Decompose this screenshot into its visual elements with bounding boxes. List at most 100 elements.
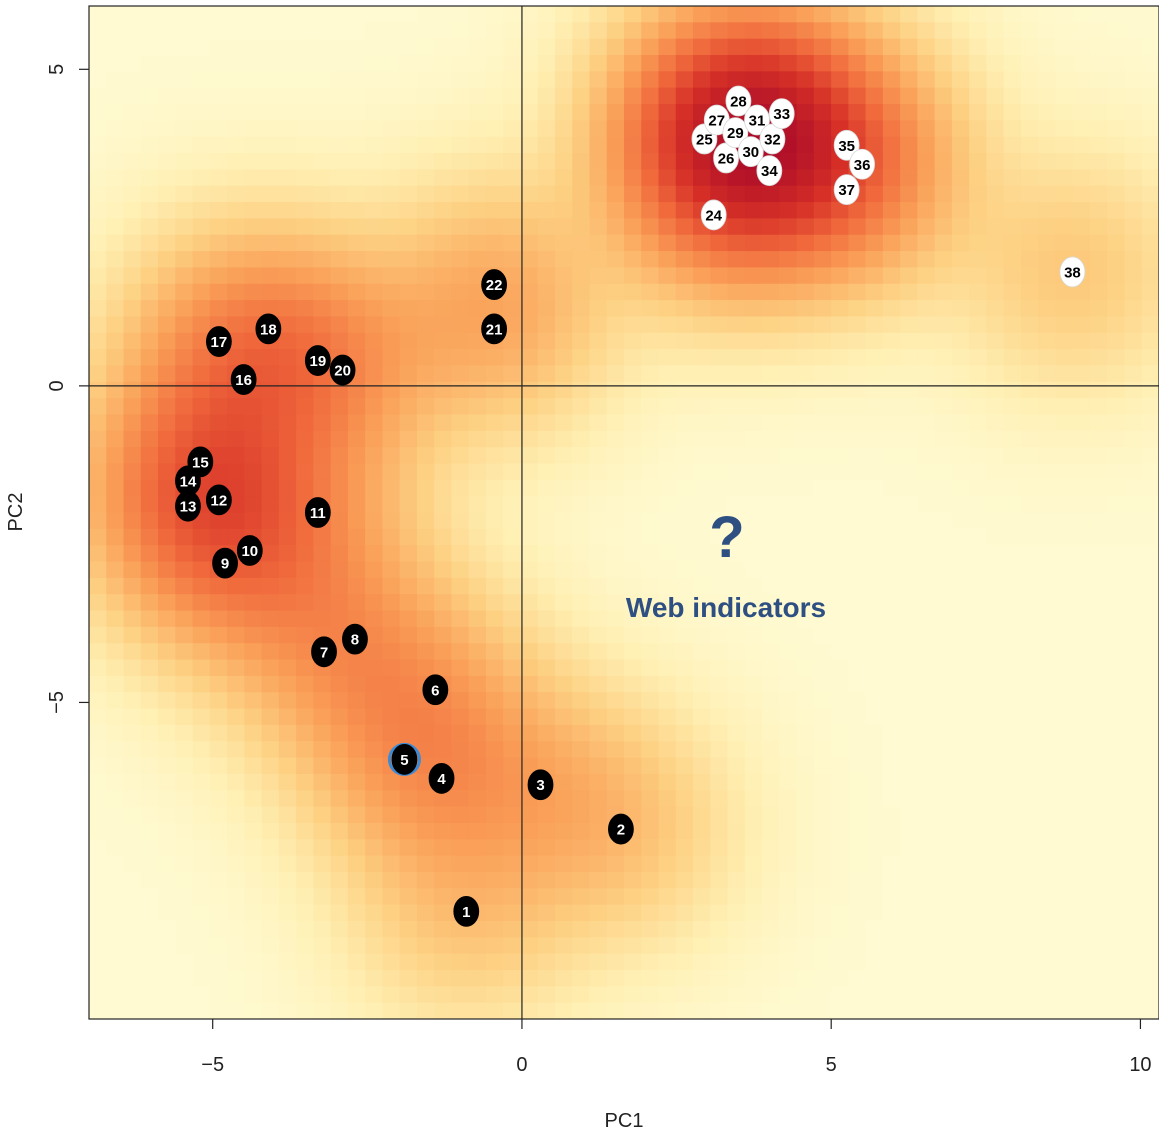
heatmap-cell [1038,937,1057,955]
heatmap-cell [934,855,953,873]
heatmap-cell [675,561,694,579]
heatmap-cell [1038,708,1057,726]
heatmap-cell [710,724,729,742]
heatmap-cell [140,120,159,138]
heatmap-cell [882,757,901,775]
heatmap-cell [675,839,694,857]
heatmap-cell [848,398,867,416]
heatmap-cell [848,22,867,40]
heatmap-cell [1072,675,1091,693]
heatmap-cell [848,430,867,448]
heatmap-cell [762,643,780,661]
heatmap-cell [227,300,245,318]
heatmap-cell [1089,806,1108,824]
heatmap-cell [347,610,366,628]
heatmap-cell [934,659,953,677]
heatmap-cell [796,626,815,644]
heatmap-cell [209,120,228,138]
heatmap-cell [1020,659,1039,677]
heatmap-cell [175,610,194,628]
heatmap-cell [1107,512,1126,530]
y-axis-title: PC2 [5,493,27,532]
heatmap-cell [762,479,780,497]
heatmap-cell [175,398,194,416]
heatmap-cell [762,708,780,726]
heatmap-cell [503,626,522,644]
heatmap-cell [399,643,418,661]
heatmap-cell [416,55,435,72]
heatmap-cell [572,153,591,170]
heatmap-cell [882,904,901,922]
heatmap-cell [485,447,504,465]
heatmap-cell [675,953,694,971]
heatmap-cell [969,561,988,579]
heatmap-cell [934,643,953,661]
heatmap-cell [451,120,470,138]
heatmap-cell [365,6,383,23]
heatmap-cell [399,6,418,23]
heatmap-cell [934,1002,953,1019]
heatmap-cell [89,790,107,808]
heatmap-cell [347,185,366,203]
heatmap-cell [865,414,884,432]
heatmap-cell [1055,104,1074,121]
heatmap-cell [261,136,280,154]
heatmap-cell [1107,463,1126,481]
heatmap-cell [693,724,711,742]
heatmap-cell [1107,871,1126,889]
heatmap-cell [727,38,746,56]
heatmap-cell [158,724,176,742]
heatmap-cell [106,708,125,726]
heatmap-cell [1141,512,1159,530]
heatmap-cell [330,1002,349,1019]
heatmap-cell [1020,594,1039,612]
heatmap-cell [1003,496,1022,514]
heatmap-cell [693,806,711,824]
heatmap-cell [606,316,625,334]
heatmap-cell [123,773,142,791]
heatmap-cell [468,757,487,775]
heatmap-cell [468,610,487,628]
heatmap-cell [89,6,107,23]
heatmap-cell [175,773,194,791]
heatmap-cell [1020,447,1039,465]
heatmap-cell [951,626,970,644]
heatmap-cell [468,708,487,726]
heatmap-cell [416,316,435,334]
heatmap-cell [934,741,953,759]
heatmap-cell [934,512,953,530]
heatmap-cell [158,855,176,873]
heatmap-cell [296,986,314,1004]
heatmap-cell [485,969,504,987]
heatmap-cell [917,22,936,40]
heatmap-cell [831,316,849,334]
heatmap-cell [572,267,591,285]
data-point: 37 [833,174,860,206]
heatmap-cell [434,169,453,187]
heatmap-cell [1089,953,1108,971]
heatmap-cell [934,38,953,56]
heatmap-cell [382,577,401,595]
heatmap-cell [641,1002,660,1019]
heatmap-cell [796,512,815,530]
heatmap-cell [537,169,556,187]
heatmap-cell [624,251,642,269]
heatmap-cell [1089,316,1108,334]
heatmap-cell [347,234,366,252]
heatmap-cell [399,545,418,563]
heatmap-cell [227,6,245,23]
heatmap-cell [1055,202,1074,219]
heatmap-cell [365,104,383,121]
heatmap-cell [1020,22,1039,40]
heatmap-cell [606,790,625,808]
heatmap-cell [554,316,573,334]
heatmap-cell [1072,365,1091,383]
heatmap-cell [140,234,159,252]
heatmap-cell [227,953,245,971]
heatmap-cell [848,969,867,987]
heatmap-cell [589,1002,608,1019]
heatmap-cell [296,185,314,203]
heatmap-cell [986,38,1005,56]
heatmap-cell [969,790,988,808]
heatmap-cell [606,365,625,383]
